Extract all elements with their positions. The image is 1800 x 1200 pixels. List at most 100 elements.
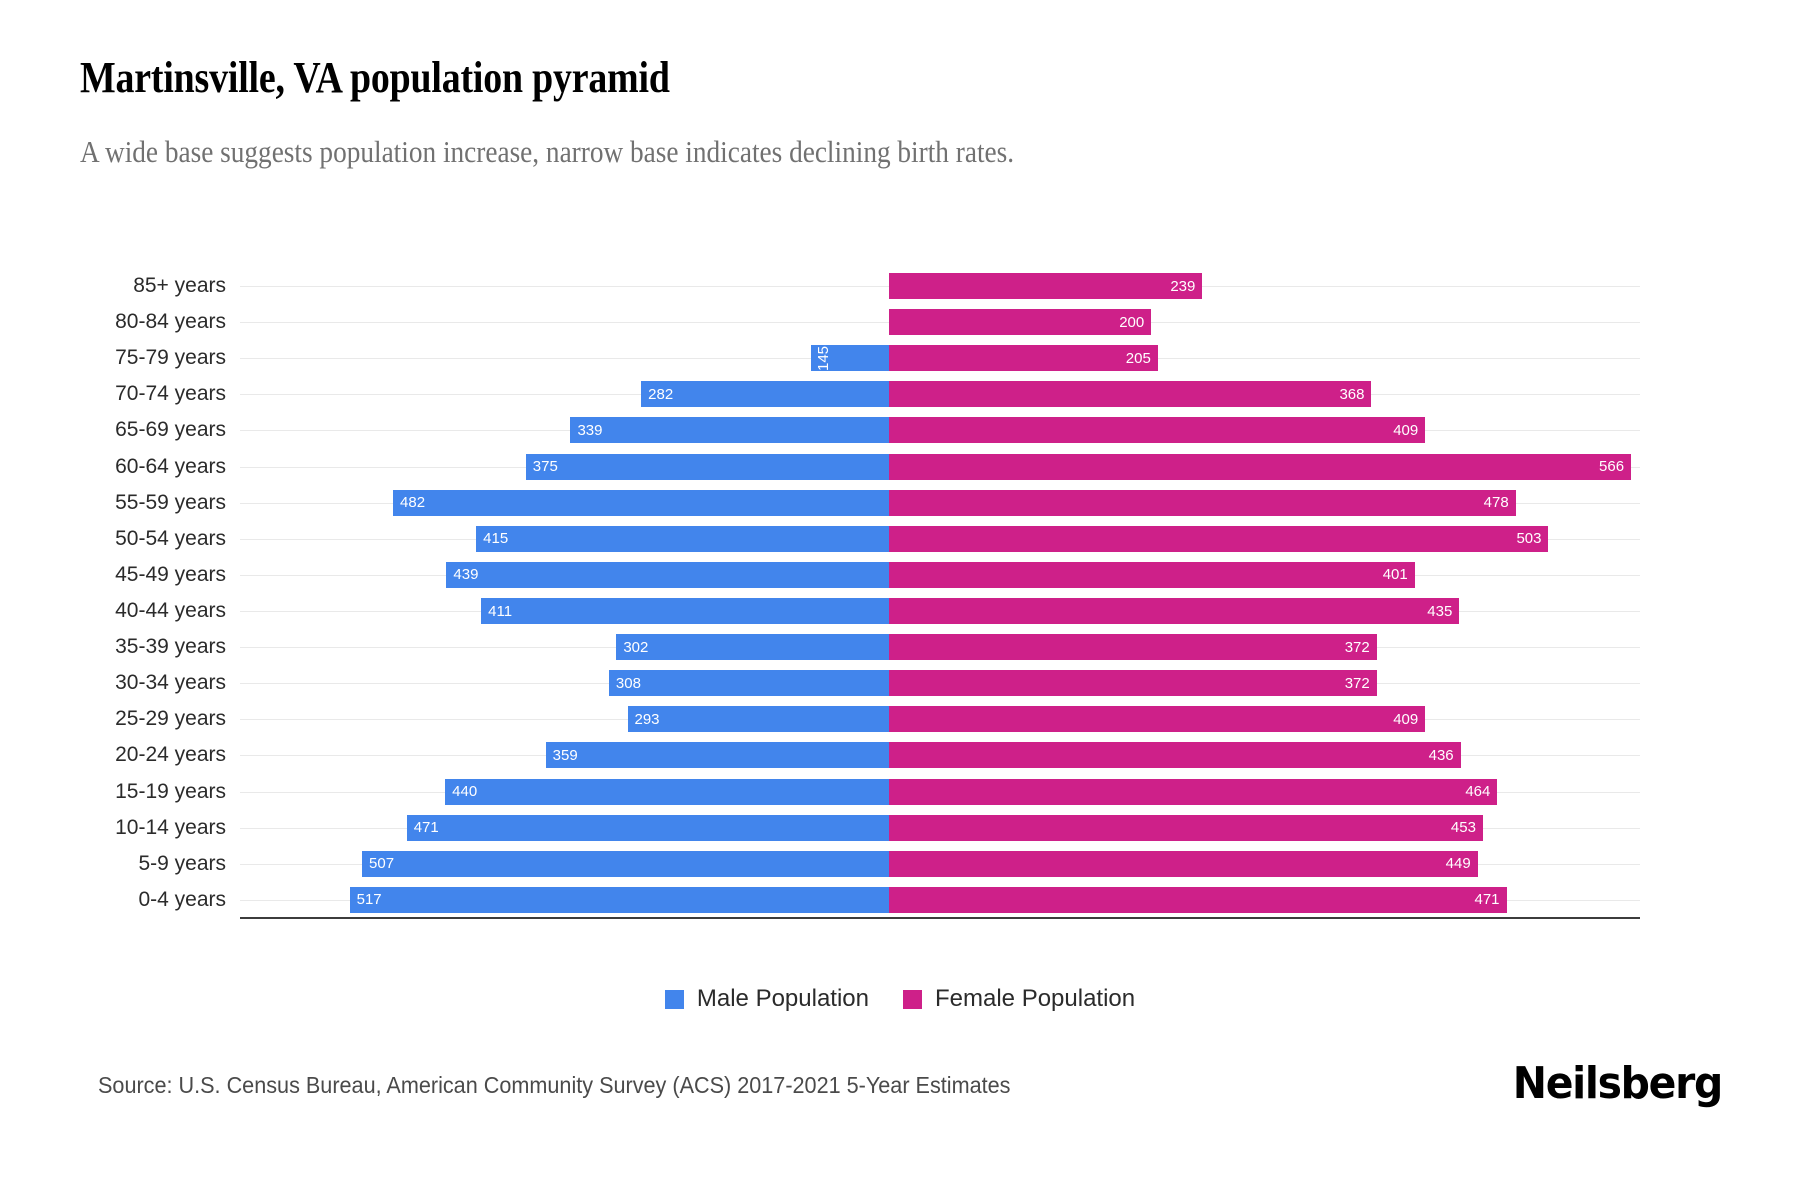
bar-value-label: 409 xyxy=(1393,710,1419,728)
bar-value-label: 436 xyxy=(1428,746,1454,764)
bar-female[interactable]: 368 xyxy=(889,381,1372,408)
pyramid-row: 80-84 years82200 xyxy=(115,304,1640,340)
bar-female[interactable]: 566 xyxy=(889,453,1632,480)
y-axis-tick-label: 15-19 years xyxy=(115,779,226,803)
bar-value-label: 415 xyxy=(483,530,509,548)
y-axis-tick-label: 45-49 years xyxy=(115,562,226,586)
bar-female[interactable]: 409 xyxy=(889,706,1426,733)
y-axis-tick-label: 5-9 years xyxy=(138,851,226,875)
pyramid-row: 50-54 years 415 503 xyxy=(115,521,1640,557)
bar-value-label: 482 xyxy=(400,494,426,512)
pyramid-row: 35-39 years 302 372 xyxy=(115,629,1640,665)
bar-value-label: 411 xyxy=(488,602,513,620)
bar-male[interactable]: 517 xyxy=(349,886,991,913)
bar-value-label: 308 xyxy=(615,674,641,692)
legend-item-male[interactable]: Male Population xyxy=(664,985,869,1013)
bar-value-label: 507 xyxy=(369,855,395,873)
y-axis-tick-label: 60-64 years xyxy=(115,454,226,478)
y-axis-tick-label: 85+ years xyxy=(133,274,226,298)
bar-value-label: 205 xyxy=(1125,349,1151,367)
bar-value-label: 368 xyxy=(1339,385,1365,403)
bar-value-label: 453 xyxy=(1450,819,1476,837)
legend-label-male: Male Population xyxy=(696,985,869,1012)
bar-value-label: 239 xyxy=(1170,277,1196,295)
y-axis-tick-label: 65-69 years xyxy=(115,418,226,442)
bar-male[interactable]: 507 xyxy=(362,850,991,877)
bar-female[interactable]: 453 xyxy=(889,814,1483,841)
pyramid-row: 85+ years79239 xyxy=(133,268,1640,304)
chart-legend: Male Population Female Population xyxy=(0,985,1800,1013)
y-axis-tick-label: 25-29 years xyxy=(115,707,226,731)
pyramid-row: 70-74 years 282 368 xyxy=(115,376,1640,412)
x-axis-baseline xyxy=(240,917,1640,919)
pyramid-row: 0-4 years 517 471 xyxy=(138,882,1640,918)
bar-value-label: 145 xyxy=(815,345,833,371)
pyramid-row: 25-29 years 293 409 xyxy=(115,701,1640,737)
bar-female[interactable]: 409 xyxy=(889,417,1426,444)
pyramid-row: 40-44 years 411 435 xyxy=(115,593,1640,629)
y-axis-tick-label: 55-59 years xyxy=(115,490,226,514)
chart-plot-area: 85+ years7923980-84 years8220075-79 year… xyxy=(115,268,1640,919)
bar-value-label: 471 xyxy=(413,819,439,837)
bar-value-label: 372 xyxy=(1344,674,1370,692)
bar-female[interactable]: 478 xyxy=(889,489,1516,516)
pyramid-row: 65-69 years 339 409 xyxy=(115,412,1640,448)
bar-value-label: 449 xyxy=(1445,855,1471,873)
bar-value-label: 517 xyxy=(356,891,382,909)
bar-value-label: 282 xyxy=(648,385,674,403)
pyramid-row: 55-59 years 482 478 xyxy=(115,485,1640,521)
pyramid-row: 10-14 years 471 453 xyxy=(115,810,1640,846)
pyramid-row: 5-9 years 507 449 xyxy=(138,846,1640,882)
pyramid-row: 20-24 years 359 436 xyxy=(115,737,1640,773)
bar-female[interactable]: 503 xyxy=(889,525,1549,552)
y-axis-tick-label: 50-54 years xyxy=(115,526,226,550)
y-axis-tick-label: 10-14 years xyxy=(115,815,226,839)
legend-swatch-female-icon xyxy=(903,989,922,1009)
legend-label-female: Female Population xyxy=(935,985,1136,1012)
legend-item-female[interactable]: Female Population xyxy=(903,985,1135,1013)
bar-value-label: 359 xyxy=(552,746,578,764)
bar-female[interactable]: 471 xyxy=(889,886,1507,913)
pyramid-row: 45-49 years 439 401 xyxy=(115,557,1640,593)
y-axis-tick-label: 0-4 years xyxy=(138,887,226,911)
bar-female[interactable]: 372 xyxy=(889,670,1377,697)
bar-value-label: 435 xyxy=(1427,602,1453,620)
bar-value-label: 478 xyxy=(1483,494,1509,512)
bar-value-label: 471 xyxy=(1474,891,1500,909)
bar-value-label: 293 xyxy=(634,710,660,728)
bar-female[interactable]: 436 xyxy=(889,742,1461,769)
bar-female[interactable]: 401 xyxy=(889,561,1415,588)
pyramid-row: 15-19 years 440 464 xyxy=(115,774,1640,810)
bar-value-label: 503 xyxy=(1516,530,1542,548)
y-axis-tick-label: 70-74 years xyxy=(115,382,226,406)
bar-value-label: 401 xyxy=(1382,566,1408,584)
bar-value-label: 339 xyxy=(577,421,603,439)
bar-value-label: 439 xyxy=(453,566,479,584)
bar-female[interactable]: 205 xyxy=(889,345,1158,372)
pyramid-row: 60-64 years 375 566 xyxy=(115,449,1640,485)
pyramid-row: 30-34 years 308 372 xyxy=(115,665,1640,701)
bar-female[interactable]: 464 xyxy=(889,778,1498,805)
y-axis-tick-label: 20-24 years xyxy=(115,743,226,767)
center-axis xyxy=(889,268,890,918)
y-axis-tick-label: 75-79 years xyxy=(115,346,226,370)
page-title: Martinsville, VA population pyramid xyxy=(80,53,670,102)
bar-value-label: 372 xyxy=(1344,638,1370,656)
bar-value-label: 302 xyxy=(623,638,649,656)
legend-swatch-male-icon xyxy=(664,989,684,1009)
bar-value-label: 200 xyxy=(1119,313,1145,331)
bar-female[interactable]: 239 xyxy=(889,273,1203,300)
bar-value-label: 440 xyxy=(452,783,478,801)
bar-female[interactable]: 449 xyxy=(889,850,1478,877)
y-axis-tick-label: 30-34 years xyxy=(115,671,226,695)
pyramid-row: 75-79 years 145 205 xyxy=(115,340,1640,376)
neilsberg-logo: Neilsberg xyxy=(1512,1058,1724,1109)
bar-female[interactable]: 372 xyxy=(889,634,1377,661)
bar-value-label: 566 xyxy=(1599,458,1625,476)
bar-female[interactable]: 435 xyxy=(889,598,1460,625)
bar-female[interactable]: 200 xyxy=(889,309,1152,336)
bar-value-label: 409 xyxy=(1393,421,1419,439)
bar-value-label: 375 xyxy=(532,458,558,476)
bar-value-label: 464 xyxy=(1465,783,1491,801)
